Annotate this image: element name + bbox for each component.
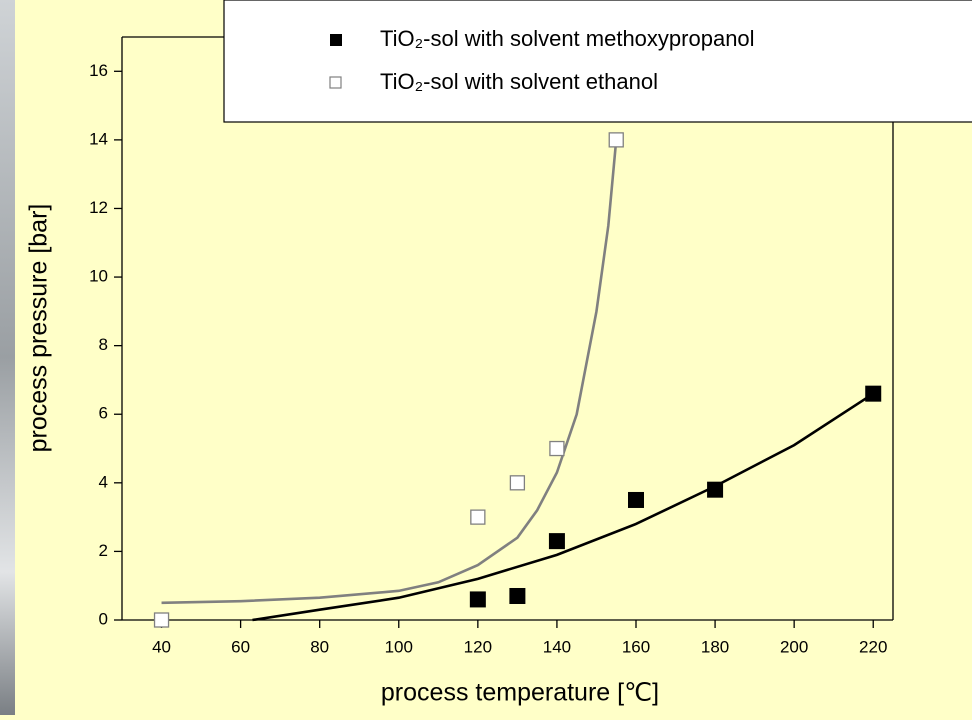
legend-marker	[330, 34, 342, 46]
y-tick-label: 6	[99, 404, 108, 423]
data-point	[549, 440, 565, 457]
data-point	[865, 385, 882, 402]
y-tick-label: 4	[99, 472, 108, 491]
data-point	[153, 612, 170, 628]
legend-label: TiO₂-sol with solvent ethanol	[380, 69, 658, 94]
data-point	[470, 509, 486, 525]
x-tick-label: 200	[780, 637, 808, 656]
x-tick-label: 160	[622, 637, 650, 656]
x-tick-label: 180	[701, 637, 729, 656]
fit-curve	[252, 392, 874, 622]
side-image	[0, 0, 15, 715]
x-tick-label: 100	[385, 637, 413, 656]
x-tick-label: 140	[543, 637, 571, 656]
y-tick-label: 12	[89, 198, 108, 217]
y-tick-label: 8	[99, 335, 108, 354]
x-axis-title: process temperature [℃]	[381, 679, 659, 707]
x-tick-label: 120	[464, 637, 492, 656]
plot-area: 40 60 80 100 120 140 160 180 200 220 0 2 4 6 8 10 12 14 16	[89, 36, 894, 656]
legend-marker	[329, 76, 342, 89]
data-point	[608, 132, 624, 148]
y-tick-label: 0	[99, 609, 108, 628]
y-tick-label: 2	[99, 541, 108, 560]
data-point	[509, 587, 526, 604]
data-point	[548, 533, 565, 550]
x-tick-label: 220	[859, 637, 887, 656]
data-point	[707, 481, 724, 498]
data-point	[509, 475, 526, 491]
x-tick-label: 60	[231, 637, 250, 656]
y-tick-label: 10	[89, 267, 108, 286]
legend-box	[223, 0, 972, 123]
y-tick-label: 14	[89, 129, 108, 148]
legend: TiO₂-sol with solvent methoxypropanol TiO…	[329, 26, 755, 94]
x-tick-label: 80	[310, 637, 329, 656]
data-point	[628, 491, 644, 508]
x-tick-label: 40	[152, 637, 171, 656]
legend-label: TiO₂-sol with solvent methoxypropanol	[380, 26, 755, 51]
y-tick-label: 16	[89, 61, 108, 80]
data-point	[469, 591, 486, 608]
fit-curve	[161, 139, 618, 605]
y-axis-title: process pressure [bar]	[25, 204, 53, 453]
